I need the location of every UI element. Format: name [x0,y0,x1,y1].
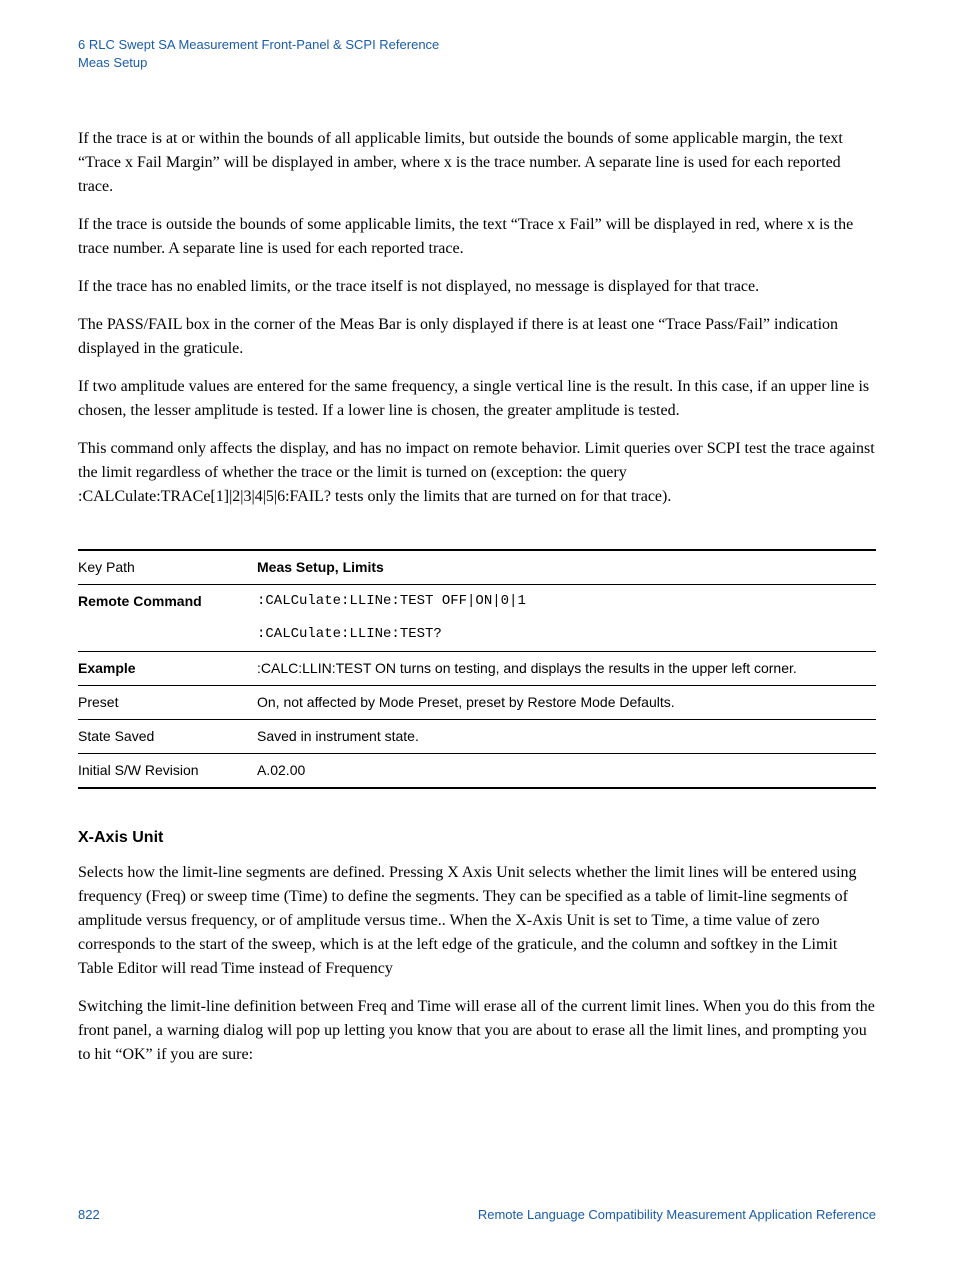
param-value: :CALCulate:LLINe:TEST OFF|ON|0|1 [257,585,876,619]
table-row: Preset On, not affected by Mode Preset, … [78,686,876,720]
param-label: Key Path [78,550,257,585]
paragraph: If the trace has no enabled limits, or t… [78,275,876,299]
param-value: :CALCulate:LLINe:TEST? [257,618,876,652]
param-label: Preset [78,686,257,720]
table-row: Key Path Meas Setup, Limits [78,550,876,585]
table-row: State Saved Saved in instrument state. [78,720,876,754]
param-value: :CALC:LLIN:TEST ON turns on testing, and… [257,652,876,686]
param-label: Example [78,652,257,686]
paragraph: Selects how the limit-line segments are … [78,861,876,981]
table-row: Initial S/W Revision A.02.00 [78,754,876,789]
header-section: Meas Setup [78,54,876,72]
param-value: A.02.00 [257,754,876,789]
param-label [78,618,257,652]
param-value: On, not affected by Mode Preset, preset … [257,686,876,720]
section-heading-x-axis-unit: X-Axis Unit [78,829,876,847]
header-chapter: 6 RLC Swept SA Measurement Front-Panel &… [78,36,876,54]
param-label: State Saved [78,720,257,754]
paragraph: If the trace is outside the bounds of so… [78,213,876,261]
parameter-table: Key Path Meas Setup, Limits Remote Comma… [78,549,876,789]
body-text-block-1: If the trace is at or within the bounds … [78,127,876,509]
body-text-block-2: Selects how the limit-line segments are … [78,861,876,1067]
paragraph: If two amplitude values are entered for … [78,375,876,423]
param-label: Initial S/W Revision [78,754,257,789]
page-container: 6 RLC Swept SA Measurement Front-Panel &… [0,0,954,1262]
paragraph: Switching the limit-line definition betw… [78,995,876,1067]
document-title: Remote Language Compatibility Measuremen… [478,1207,876,1222]
param-value: Saved in instrument state. [257,720,876,754]
paragraph: The PASS/FAIL box in the corner of the M… [78,313,876,361]
table-row: Example :CALC:LLIN:TEST ON turns on test… [78,652,876,686]
paragraph: If the trace is at or within the bounds … [78,127,876,199]
page-header: 6 RLC Swept SA Measurement Front-Panel &… [78,36,876,71]
param-label: Remote Command [78,585,257,619]
table-row: Remote Command :CALCulate:LLINe:TEST OFF… [78,585,876,619]
param-value: Meas Setup, Limits [257,550,876,585]
table-row: :CALCulate:LLINe:TEST? [78,618,876,652]
page-number: 822 [78,1207,100,1222]
paragraph: This command only affects the display, a… [78,437,876,509]
page-footer: 822 Remote Language Compatibility Measur… [78,1207,876,1222]
